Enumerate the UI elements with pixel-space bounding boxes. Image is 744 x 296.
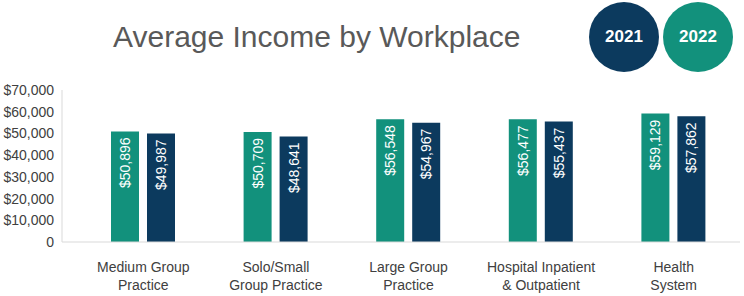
svg-text:Hospital Inpatient& Outpatient: Hospital Inpatient& Outpatient	[487, 259, 595, 293]
svg-text:$56,548: $56,548	[382, 125, 398, 176]
svg-text:$49,987: $49,987	[153, 139, 169, 190]
svg-text:$20,000: $20,000	[8, 191, 54, 207]
svg-text:Solo/SmallGroup Practice: Solo/SmallGroup Practice	[229, 259, 323, 293]
svg-text:Large GroupPractice: Large GroupPractice	[369, 259, 448, 293]
svg-text:$50,896: $50,896	[117, 137, 133, 188]
svg-text:$55,437: $55,437	[551, 127, 567, 178]
svg-text:$57,862: $57,862	[683, 122, 699, 173]
html-text:2021: 2021	[605, 27, 643, 46]
svg-text:$59,129: $59,129	[647, 119, 663, 170]
html-text:Average Income by Workplace: Average Income by Workplace	[113, 20, 521, 53]
html-text:2022: 2022	[679, 27, 717, 46]
svg-text:$30,000: $30,000	[8, 169, 54, 185]
svg-text:$10,000: $10,000	[8, 212, 54, 228]
svg-text:Medium GroupPractice: Medium GroupPractice	[97, 259, 190, 293]
svg-text:$70,000: $70,000	[8, 82, 54, 98]
svg-text:$50,709: $50,709	[250, 138, 266, 189]
svg-text:$40,000: $40,000	[8, 147, 54, 163]
svg-text:$60,000: $60,000	[8, 104, 54, 120]
svg-text:$56,477: $56,477	[515, 125, 531, 176]
svg-text:$48,641: $48,641	[286, 142, 302, 193]
svg-text:HealthSystem: HealthSystem	[650, 259, 697, 293]
svg-text:$54,967: $54,967	[418, 128, 434, 179]
svg-text:0: 0	[46, 234, 54, 250]
svg-text:$50,000: $50,000	[8, 125, 54, 141]
